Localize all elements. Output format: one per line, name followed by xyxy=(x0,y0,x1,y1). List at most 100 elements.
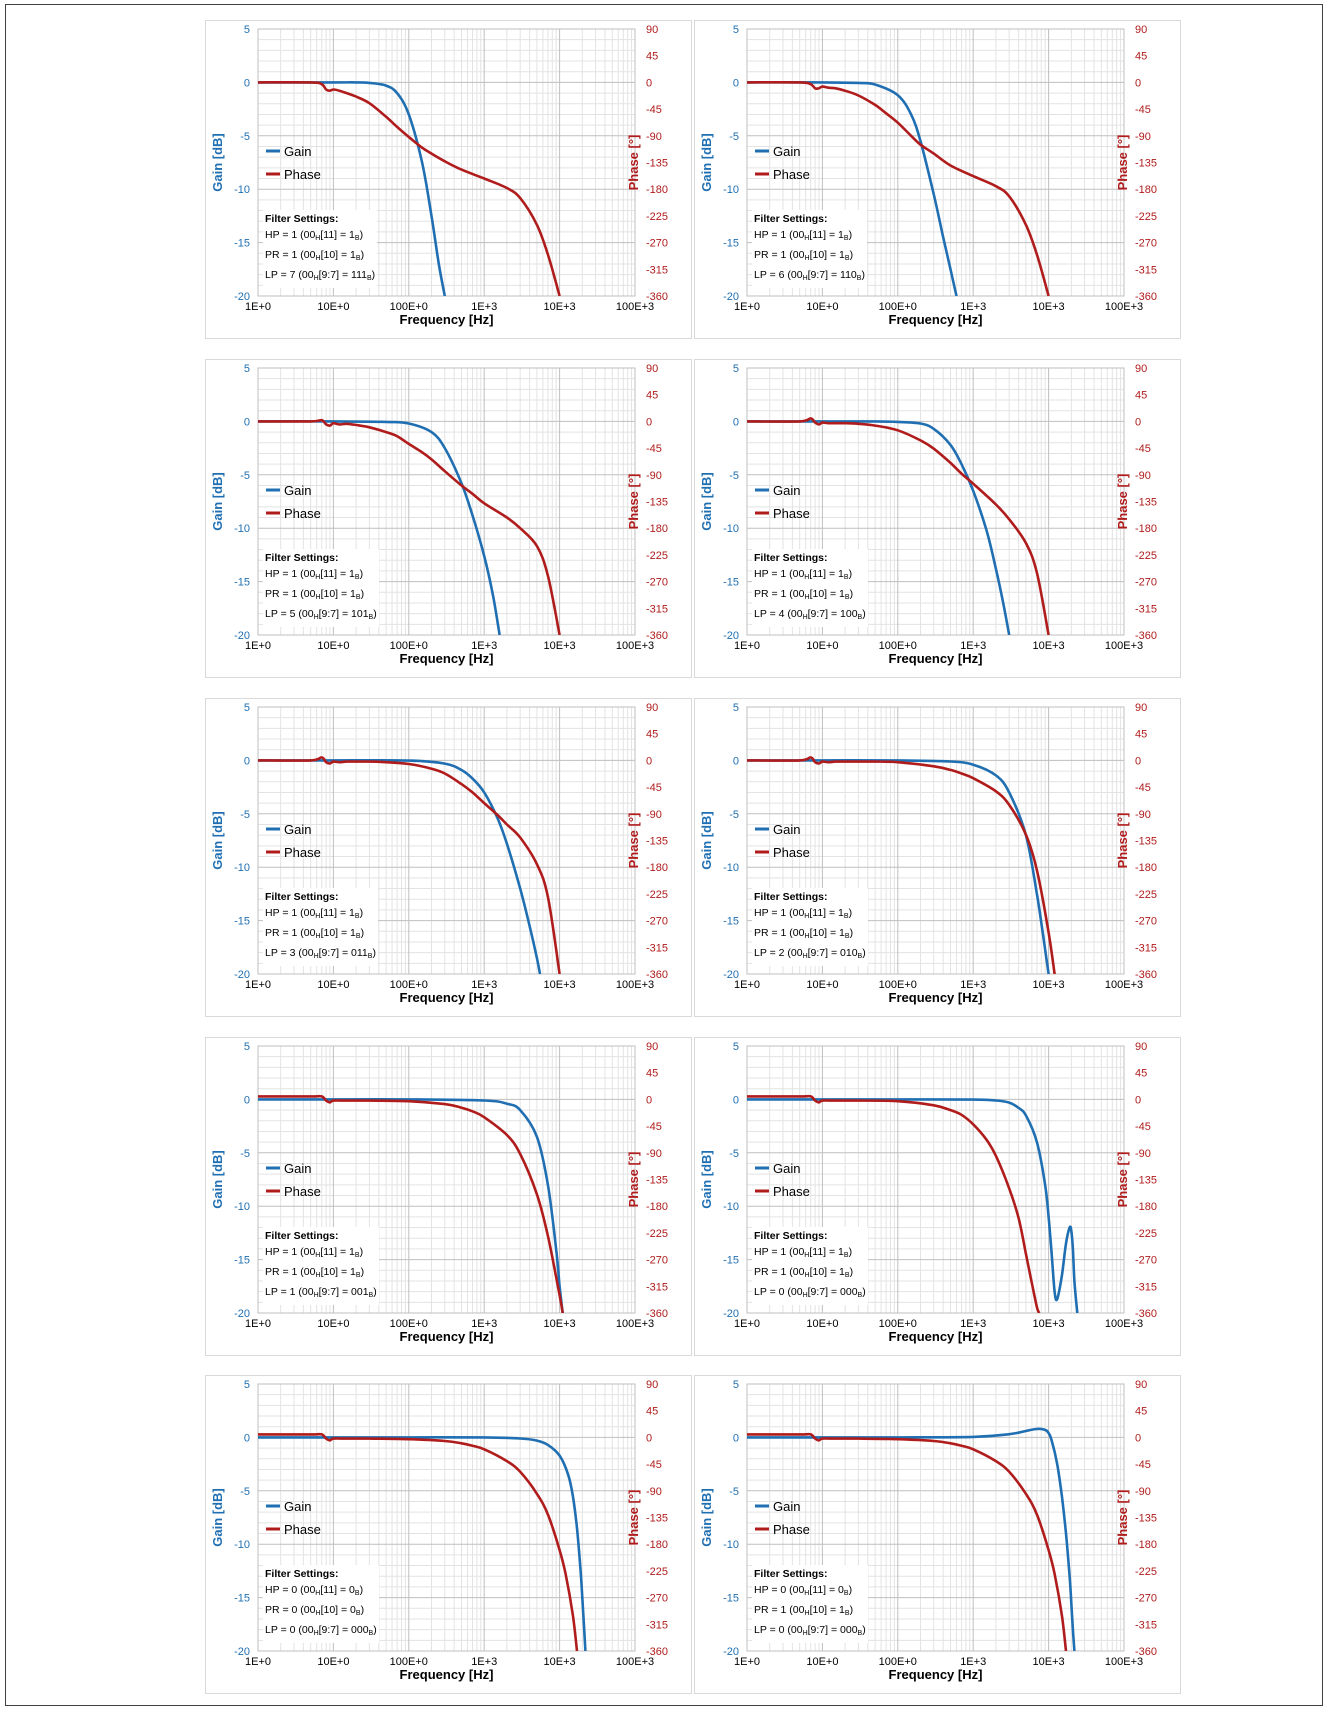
x-tick-label: 1E+3 xyxy=(471,301,497,313)
y2-tick-label: -225 xyxy=(646,550,668,562)
y2-tick-label: -135 xyxy=(646,158,668,170)
subscript: B xyxy=(857,1292,863,1299)
y2-tick-label: -45 xyxy=(1135,1121,1151,1133)
filter-settings-box: Filter Settings: HP = 0 (00H[11] = 0B) PR … xyxy=(752,1565,868,1643)
phase-series-line xyxy=(747,1094,1041,1313)
y2-tick-label: 90 xyxy=(646,1379,658,1391)
legend-phase-label: Phase xyxy=(773,1184,810,1199)
y2-tick-label: -270 xyxy=(646,238,668,250)
y-tick-label: -5 xyxy=(240,1486,250,1498)
filter-settings-title: Filter Settings: xyxy=(265,1568,339,1580)
x-tick-label: 1E+0 xyxy=(734,1318,760,1330)
gain-series-line xyxy=(747,81,958,296)
y2-tick-label: -180 xyxy=(1135,184,1157,196)
x-tick-label: 1E+3 xyxy=(960,640,986,652)
y-tick-label: -5 xyxy=(240,470,250,482)
y2-axis-title: Phase [°] xyxy=(626,135,641,191)
y-tick-label: 0 xyxy=(733,1094,739,1106)
x-tick-label: 10E+0 xyxy=(317,301,349,313)
subscript: B xyxy=(857,1630,863,1637)
gain-series-line xyxy=(258,759,542,974)
filter-setting-text: ) xyxy=(373,1624,377,1636)
filter-settings-box: Filter Settings: HP = 1 (00H[11] = 1B) PR … xyxy=(752,888,868,966)
y-tick-label: -15 xyxy=(234,1255,250,1267)
y2-tick-label: 45 xyxy=(1135,390,1147,402)
x-tick-label: 10E+3 xyxy=(1033,1318,1065,1330)
legend-gain-label: Gain xyxy=(773,1161,800,1176)
filter-setting-text: ) xyxy=(360,1266,365,1278)
filter-setting-text: [9:7] = 100 xyxy=(807,608,858,620)
y-tick-label: 5 xyxy=(733,1041,739,1053)
y2-axis-title: Phase [°] xyxy=(1115,1490,1130,1546)
y-tick-label: 0 xyxy=(244,1432,250,1444)
filter-setting-text: ) xyxy=(359,907,364,919)
x-tick-label: 1E+3 xyxy=(960,301,986,313)
filter-settings-box: Filter Settings: HP = 1 (00H[11] = 1B) PR … xyxy=(752,210,867,288)
y-tick-label: -5 xyxy=(729,470,739,482)
filter-setting-text: LP = 5 (00 xyxy=(265,608,314,620)
y2-tick-label: -180 xyxy=(646,1201,668,1213)
filter-setting-text: [9:7] = 110 xyxy=(807,269,857,281)
phase-series-line xyxy=(258,1094,564,1313)
y2-tick-label: -45 xyxy=(1135,443,1151,455)
subscript: H xyxy=(315,574,321,581)
filter-settings-title: Filter Settings: xyxy=(754,1568,828,1580)
filter-setting-text: PR = 1 (00 xyxy=(754,1604,805,1616)
y2-tick-label: 45 xyxy=(646,1406,658,1418)
y-tick-label: 0 xyxy=(733,77,739,89)
y-tick-label: -15 xyxy=(723,916,739,928)
y2-tick-label: 0 xyxy=(1135,755,1141,767)
y2-axis-title: Phase [°] xyxy=(1115,474,1130,530)
legend-phase-label: Phase xyxy=(773,845,810,860)
y2-tick-label: 0 xyxy=(1135,416,1141,428)
y2-tick-label: -90 xyxy=(646,809,662,821)
y2-tick-label: -315 xyxy=(1135,1619,1157,1631)
x-axis-title: Frequency [Hz] xyxy=(400,1667,494,1682)
filter-setting-text: [9:7] = 101 xyxy=(318,608,369,620)
legend-phase-label: Phase xyxy=(773,1522,810,1537)
x-tick-label: 10E+0 xyxy=(806,979,838,991)
subscript: B xyxy=(856,275,862,282)
y-tick-label: -15 xyxy=(234,577,250,589)
filter-setting-text: [10] = 1 xyxy=(320,588,356,600)
y2-tick-label: 90 xyxy=(646,24,658,36)
subscript: H xyxy=(313,1292,319,1299)
subscript: H xyxy=(804,933,810,940)
y2-tick-label: -135 xyxy=(1135,836,1157,848)
x-tick-label: 100E+0 xyxy=(879,1318,917,1330)
x-tick-label: 1E+0 xyxy=(734,301,760,313)
subscript: B xyxy=(843,1590,849,1597)
filter-setting-text: ) xyxy=(849,927,854,939)
y2-tick-label: 0 xyxy=(1135,1094,1141,1106)
filter-setting-hp: HP = 1 (00H[11] = 1B) xyxy=(265,1244,377,1264)
y2-tick-label: -90 xyxy=(646,1148,662,1160)
chart-panel: 5 0 -5 -10 -15 -20 90 45 0 -45 -90 -135 -180 -225 -270… xyxy=(694,20,1181,339)
subscript: B xyxy=(843,574,849,581)
y2-tick-label: 0 xyxy=(646,77,652,89)
y2-tick-label: -270 xyxy=(646,1593,668,1605)
filter-settings-box: Filter Settings: HP = 1 (00H[11] = 1B) PR … xyxy=(263,210,378,288)
y-tick-label: -10 xyxy=(234,523,250,535)
legend-gain-label: Gain xyxy=(773,822,800,837)
legend-gain-label: Gain xyxy=(773,1499,800,1514)
plot-area xyxy=(257,1045,636,1314)
filter-setting-text: [10] = 1 xyxy=(809,1266,845,1278)
filter-setting-text: [11] = 1 xyxy=(809,229,844,241)
y2-axis-title: Phase [°] xyxy=(626,474,641,530)
subscript: H xyxy=(315,1272,321,1279)
subscript: B xyxy=(843,235,849,242)
y2-tick-label: -45 xyxy=(646,1459,662,1471)
y2-tick-label: 45 xyxy=(646,729,658,741)
y-tick-label: -10 xyxy=(234,1539,250,1551)
y2-tick-label: -270 xyxy=(1135,238,1157,250)
y-tick-label: 0 xyxy=(733,1432,739,1444)
subscript: H xyxy=(313,275,319,282)
filter-setting-text: ) xyxy=(359,568,364,580)
y2-tick-label: -180 xyxy=(646,862,668,874)
y2-tick-label: -180 xyxy=(646,184,668,196)
filter-setting-text: ) xyxy=(848,907,853,919)
filter-setting-text: HP = 1 (00 xyxy=(754,568,805,580)
chart-svg: 5 0 -5 -10 -15 -20 90 45 0 -45 -90 -135 -180 -225 -270… xyxy=(699,1041,1157,1344)
filter-setting-text: ) xyxy=(848,1584,853,1596)
y-axis-title: Gain [dB] xyxy=(699,811,714,870)
